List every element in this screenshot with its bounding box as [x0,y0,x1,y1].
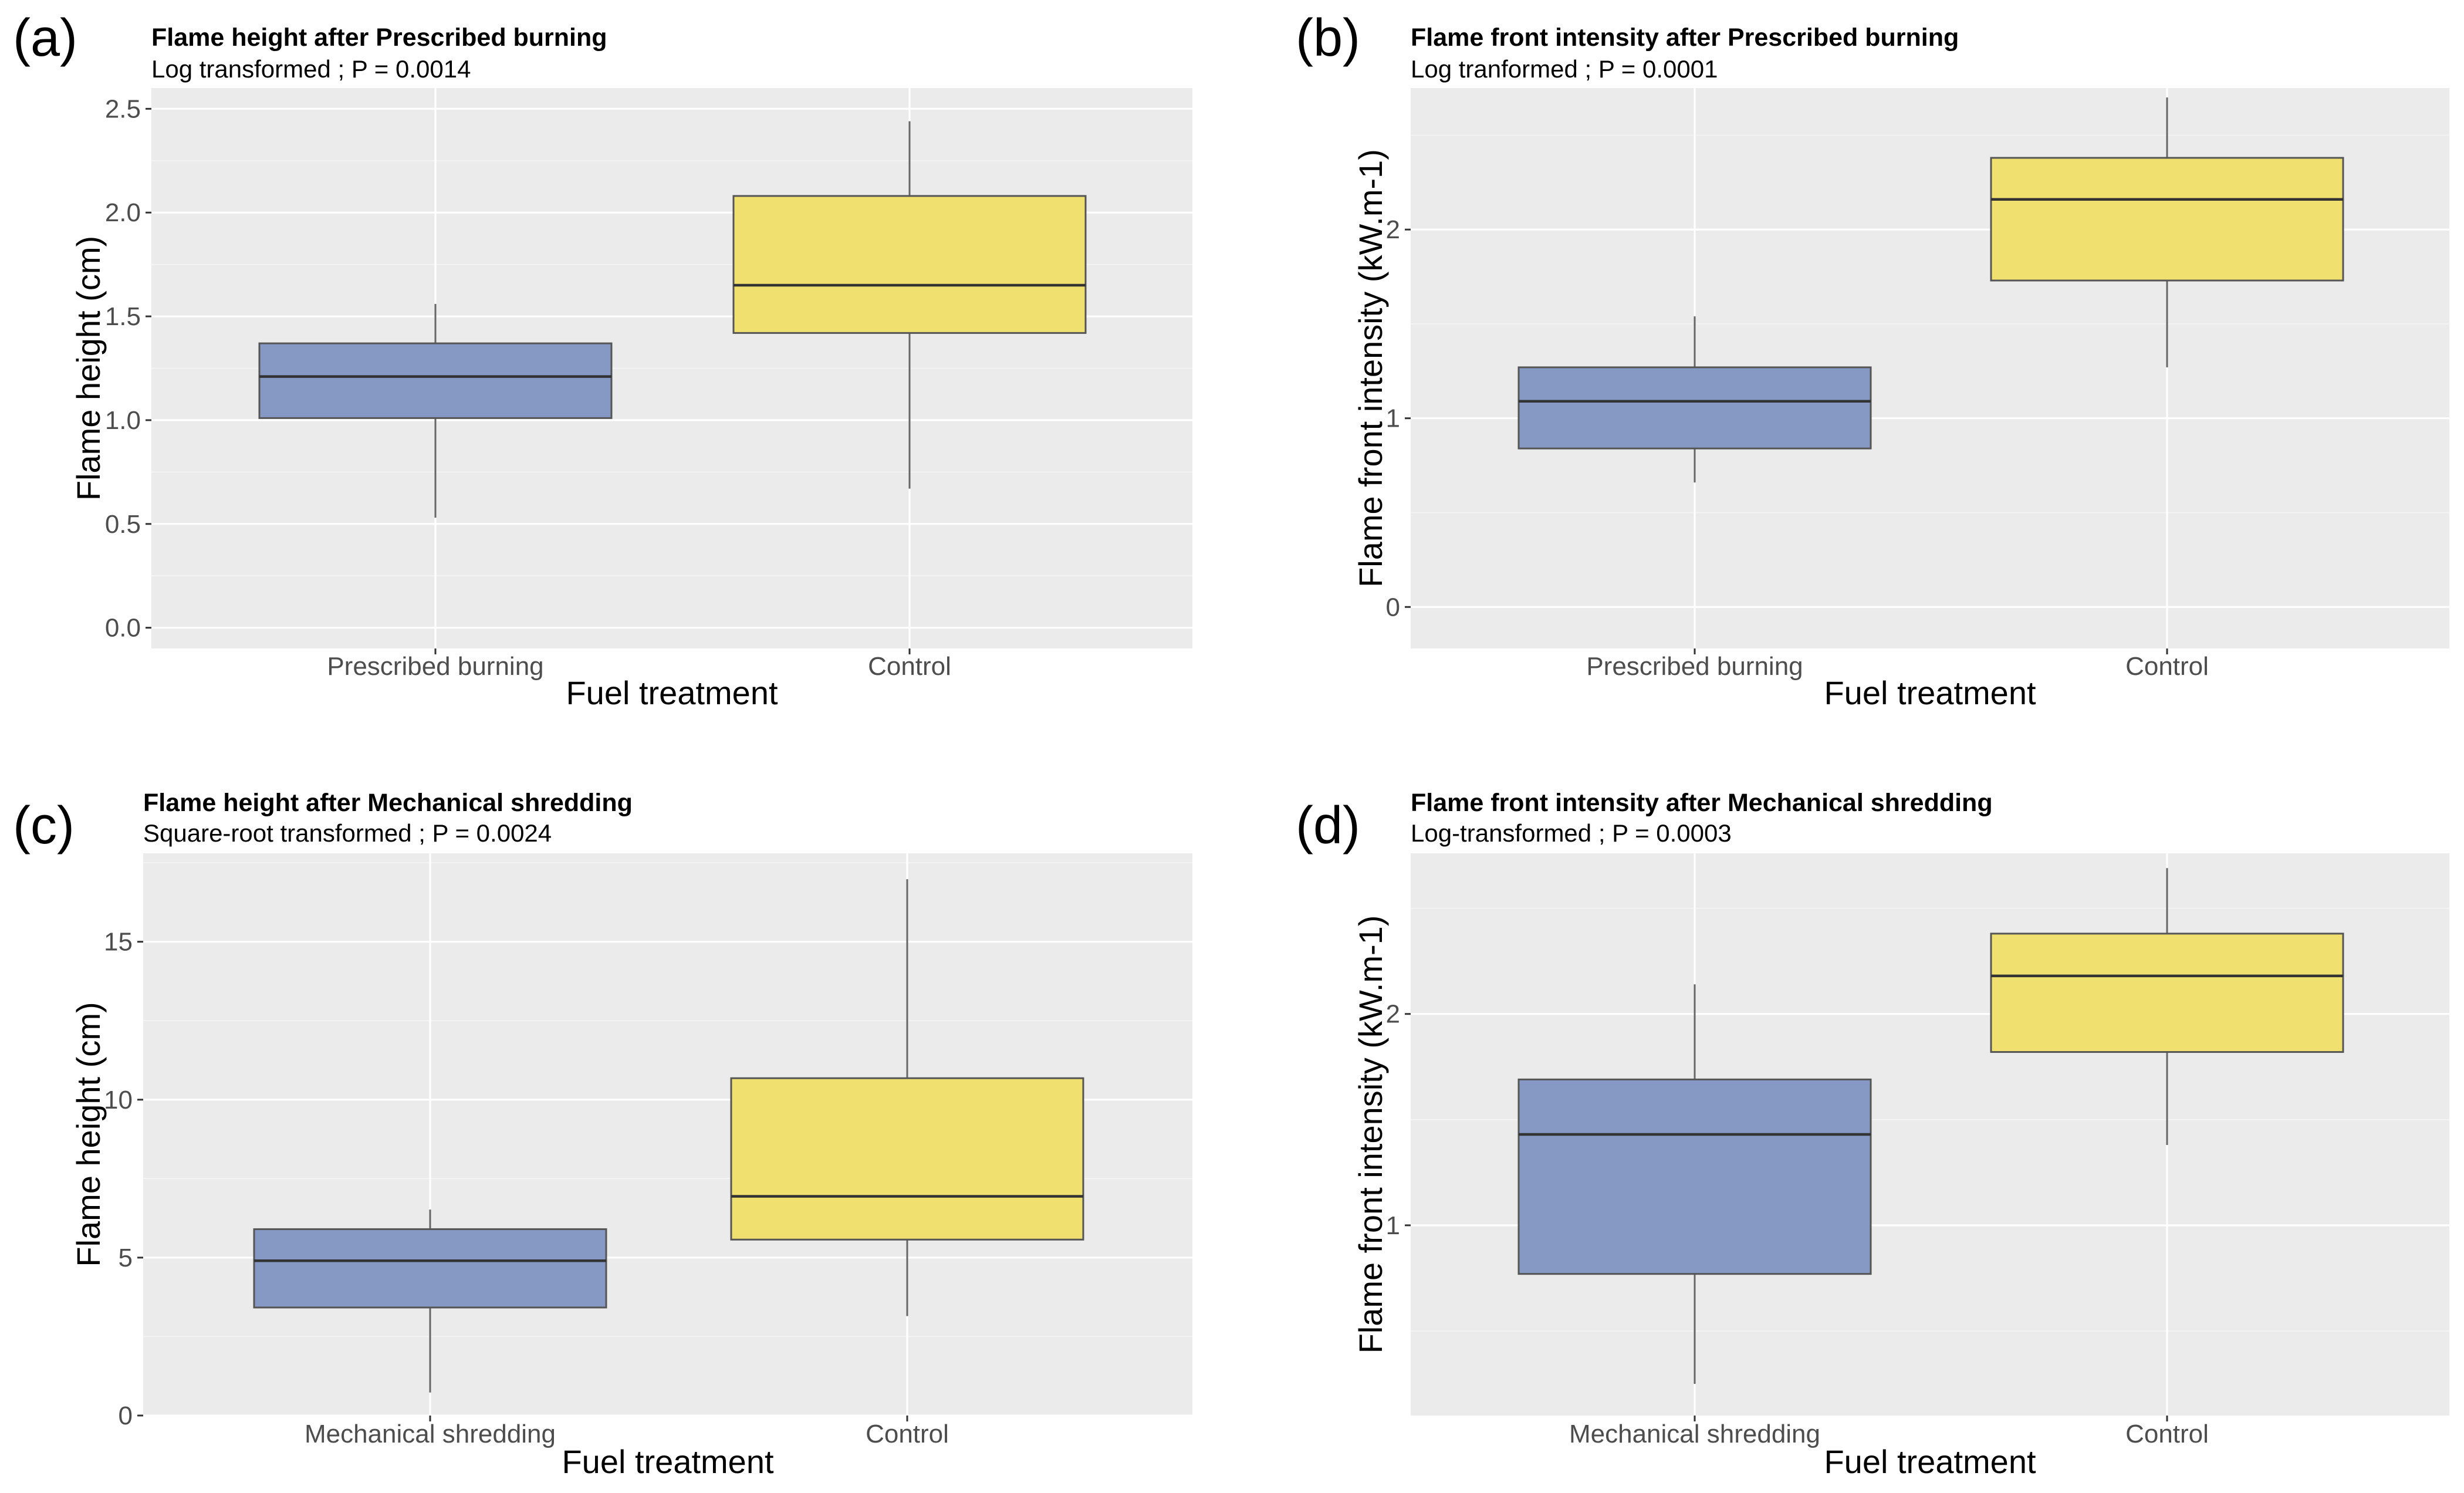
box-control [1990,157,2344,282]
y-tick-label: 0 [1386,593,1400,621]
x-axis-title: Fuel treatment [1824,1443,2036,1480]
x-tick-label: Prescribed burning [1586,652,1803,681]
y-tick-label: 1 [1386,1211,1400,1240]
x-tick-label: Control [2125,1420,2209,1448]
x-axis-title: Fuel treatment [566,674,778,711]
y-tick-label: 2 [1386,1000,1400,1029]
box-control [1990,933,2344,1053]
y-tick-label: 0.0 [105,614,141,643]
chart-title: Flame height after Prescribed burning [151,23,607,52]
box-control [732,195,1087,334]
box-treatment [1517,366,1872,450]
y-tick-label: 2.0 [105,198,141,227]
chart-subtitle: Square-root transformed ; P = 0.0024 [143,819,552,847]
box-control [730,1077,1084,1241]
chart-title: Flame front intensity after Mechanical s… [1411,789,1993,817]
box-treatment [253,1228,607,1309]
x-tick-label: Control [2125,652,2209,681]
box-treatment [258,342,613,419]
panel-label: (b) [1296,9,1360,67]
x-tick-label: Control [868,652,951,681]
y-axis-title: Flame front intensity (kW.m-1) [1352,149,1389,587]
y-axis-title: Flame front intensity (kW.m-1) [1352,916,1389,1354]
chart-panel-d: (d) Flame front intensity after Mechanica… [1296,789,2449,1480]
panel-label: (c) [13,796,75,855]
x-tick-label: Mechanical shredding [1569,1420,1820,1448]
x-axis-title: Fuel treatment [1824,674,2036,711]
y-tick-label: 1 [1386,404,1400,433]
x-axis-title: Fuel treatment [562,1443,773,1480]
y-tick-label: 1.0 [105,406,141,435]
box-treatment [1517,1078,1872,1275]
y-tick-label: 5 [119,1244,133,1272]
panel-label: (d) [1296,796,1360,855]
y-tick-label: 0 [119,1401,133,1430]
y-tick-label: 2.5 [105,94,141,123]
y-tick-label: 15 [104,928,133,957]
y-tick-label: 1.5 [105,302,141,331]
x-tick-label: Prescribed burning [327,652,543,681]
y-tick-label: 10 [104,1086,133,1114]
chart-title: Flame front intensity after Prescribed b… [1411,23,1959,52]
y-axis-title: Flame height (cm) [70,236,107,501]
chart-subtitle: Log transformed ; P = 0.0014 [151,55,471,83]
chart-title: Flame height after Mechanical shredding [143,789,633,817]
chart-panel-b: (b) Flame front intensity after Prescribe… [1296,9,2449,711]
y-tick-label: 2 [1386,215,1400,244]
y-tick-label: 0.5 [105,510,141,539]
panel-label: (a) [13,9,77,67]
chart-subtitle: Log tranformed ; P = 0.0001 [1411,55,1718,83]
chart-panel-c: (c) Flame height after Mechanical shreddi… [13,789,1192,1480]
y-axis-title: Flame height (cm) [70,1002,107,1266]
chart-subtitle: Log-transformed ; P = 0.0003 [1411,819,1732,847]
x-tick-label: Control [866,1420,949,1448]
chart-panel-a: (a) Flame height after Prescribed burning… [13,9,1192,711]
x-tick-label: Mechanical shredding [305,1420,556,1448]
